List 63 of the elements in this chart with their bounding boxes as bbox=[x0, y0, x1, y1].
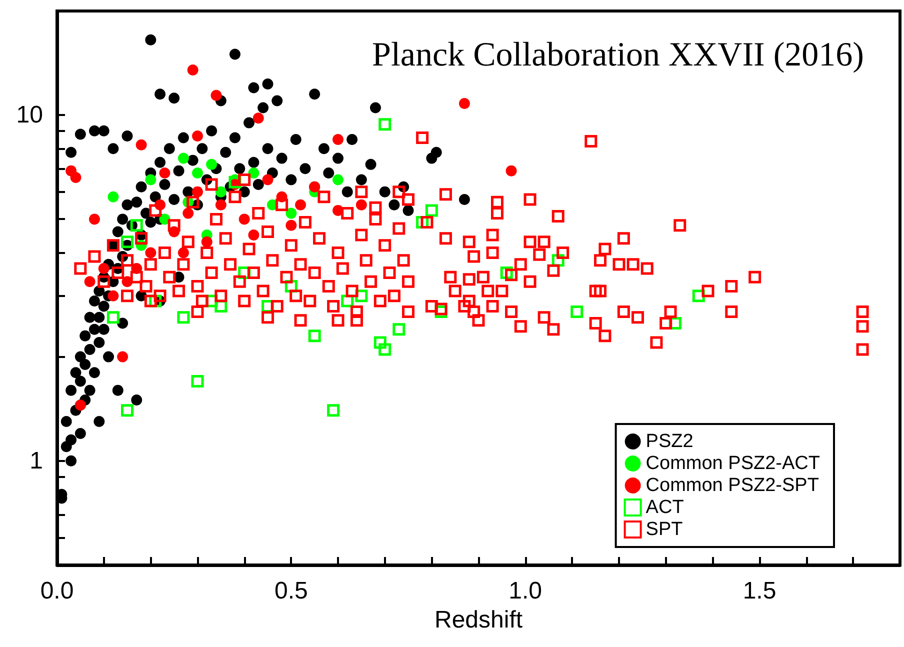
point bbox=[117, 351, 128, 362]
point bbox=[98, 263, 110, 274]
point bbox=[392, 323, 406, 336]
point bbox=[145, 174, 156, 186]
legend-label: ACT bbox=[646, 497, 684, 518]
point bbox=[108, 290, 119, 302]
point bbox=[238, 214, 250, 225]
point bbox=[145, 247, 156, 258]
point bbox=[295, 199, 306, 210]
point bbox=[248, 230, 260, 241]
point bbox=[106, 311, 120, 324]
point bbox=[177, 311, 190, 324]
point bbox=[108, 191, 119, 202]
point bbox=[262, 174, 274, 186]
point bbox=[248, 168, 260, 179]
point bbox=[378, 343, 392, 356]
point bbox=[191, 374, 204, 388]
x-tick-label: 1.0 bbox=[508, 578, 542, 604]
point bbox=[252, 112, 264, 124]
point bbox=[458, 98, 470, 110]
point bbox=[425, 204, 438, 217]
point bbox=[201, 236, 212, 248]
point bbox=[286, 220, 297, 231]
point bbox=[192, 186, 203, 198]
point bbox=[378, 118, 392, 131]
point bbox=[210, 90, 222, 101]
point bbox=[187, 64, 198, 76]
point bbox=[356, 199, 367, 210]
point bbox=[570, 305, 584, 318]
point bbox=[327, 404, 340, 417]
point bbox=[178, 247, 189, 258]
point bbox=[374, 336, 386, 349]
point bbox=[159, 168, 170, 179]
point bbox=[286, 208, 297, 219]
point bbox=[332, 134, 344, 145]
point bbox=[192, 130, 203, 142]
y-tick-label: 1 bbox=[30, 447, 43, 474]
x-tick-label: 1.5 bbox=[742, 578, 776, 604]
point bbox=[88, 214, 100, 225]
point bbox=[136, 139, 147, 150]
legend-label: Common PSZ2-SPT bbox=[646, 475, 820, 496]
legend-label: SPT bbox=[646, 519, 684, 540]
annotation: Planck Collaboration XXVII (2016) bbox=[372, 36, 864, 74]
point bbox=[332, 174, 344, 186]
point bbox=[192, 168, 203, 179]
point bbox=[206, 158, 218, 170]
point bbox=[506, 165, 517, 176]
legend-label: Common PSZ2-ACT bbox=[646, 453, 820, 474]
x-tick-label: 0.5 bbox=[274, 578, 308, 604]
point bbox=[215, 186, 226, 198]
legend-label: PSZ2 bbox=[646, 431, 694, 452]
point bbox=[70, 172, 82, 183]
y-tick-label: 10 bbox=[16, 102, 43, 129]
point bbox=[121, 236, 134, 248]
point bbox=[215, 199, 226, 210]
point bbox=[178, 152, 189, 164]
x-axis-title: Redshift bbox=[434, 606, 523, 634]
point bbox=[182, 208, 194, 219]
point bbox=[130, 219, 143, 232]
point bbox=[121, 404, 134, 417]
point bbox=[308, 330, 321, 342]
point bbox=[84, 276, 96, 288]
x-tick-label: 0.0 bbox=[40, 578, 74, 604]
